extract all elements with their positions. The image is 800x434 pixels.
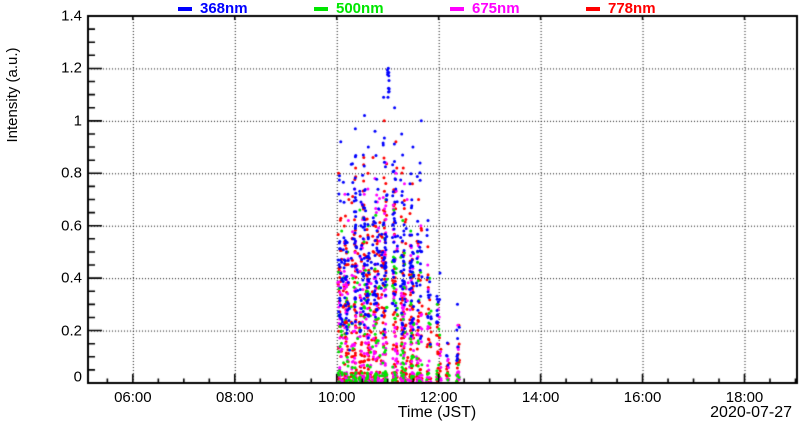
y-tick-1.4: 1.4 <box>61 7 82 25</box>
x-tick-14:00: 14:00 <box>521 389 560 406</box>
legend-entry-500nm: 500nm <box>314 1 384 17</box>
y-tick-0.2: 0.2 <box>61 322 82 340</box>
x-tick-08:00: 08:00 <box>216 389 254 406</box>
x-tick-16:00: 16:00 <box>623 389 662 406</box>
legend-label-368nm: 368nm <box>200 0 248 17</box>
legend-entry-778nm: 778nm <box>586 1 656 17</box>
y-tick-0.4: 0.4 <box>61 269 82 287</box>
y-tick-0.6: 0.6 <box>61 217 82 235</box>
x-tick-10:00: 10:00 <box>317 389 356 406</box>
y-tick-1: 1 <box>73 112 82 130</box>
x-tick-06:00: 06:00 <box>114 389 152 406</box>
y-axis-title: Intensity (a.u.) <box>4 47 21 143</box>
legend-marker-368nm <box>178 7 192 11</box>
x-axis-title: Time (JST) <box>397 404 477 421</box>
x-tick-18:00: 18:00 <box>725 389 764 406</box>
legend-entry-675nm: 675nm <box>450 1 520 17</box>
x-tick-12:00: 12:00 <box>419 389 458 406</box>
legend-label-500nm: 500nm <box>336 0 384 17</box>
y-tick-1.2: 1.2 <box>61 59 82 77</box>
y-tick-0.8: 0.8 <box>61 164 82 182</box>
legend-marker-500nm <box>314 7 328 11</box>
y-tick-0: 0 <box>73 368 82 386</box>
legend-marker-675nm <box>450 7 464 11</box>
legend-marker-778nm <box>586 7 600 11</box>
legend-entry-368nm: 368nm <box>178 1 248 17</box>
date-label: 2020-07-27 <box>710 404 792 421</box>
legend-label-778nm: 778nm <box>608 0 656 17</box>
legend: 368nm 500nm 675nm 778nm <box>0 0 800 17</box>
legend-label-675nm: 675nm <box>472 0 520 17</box>
